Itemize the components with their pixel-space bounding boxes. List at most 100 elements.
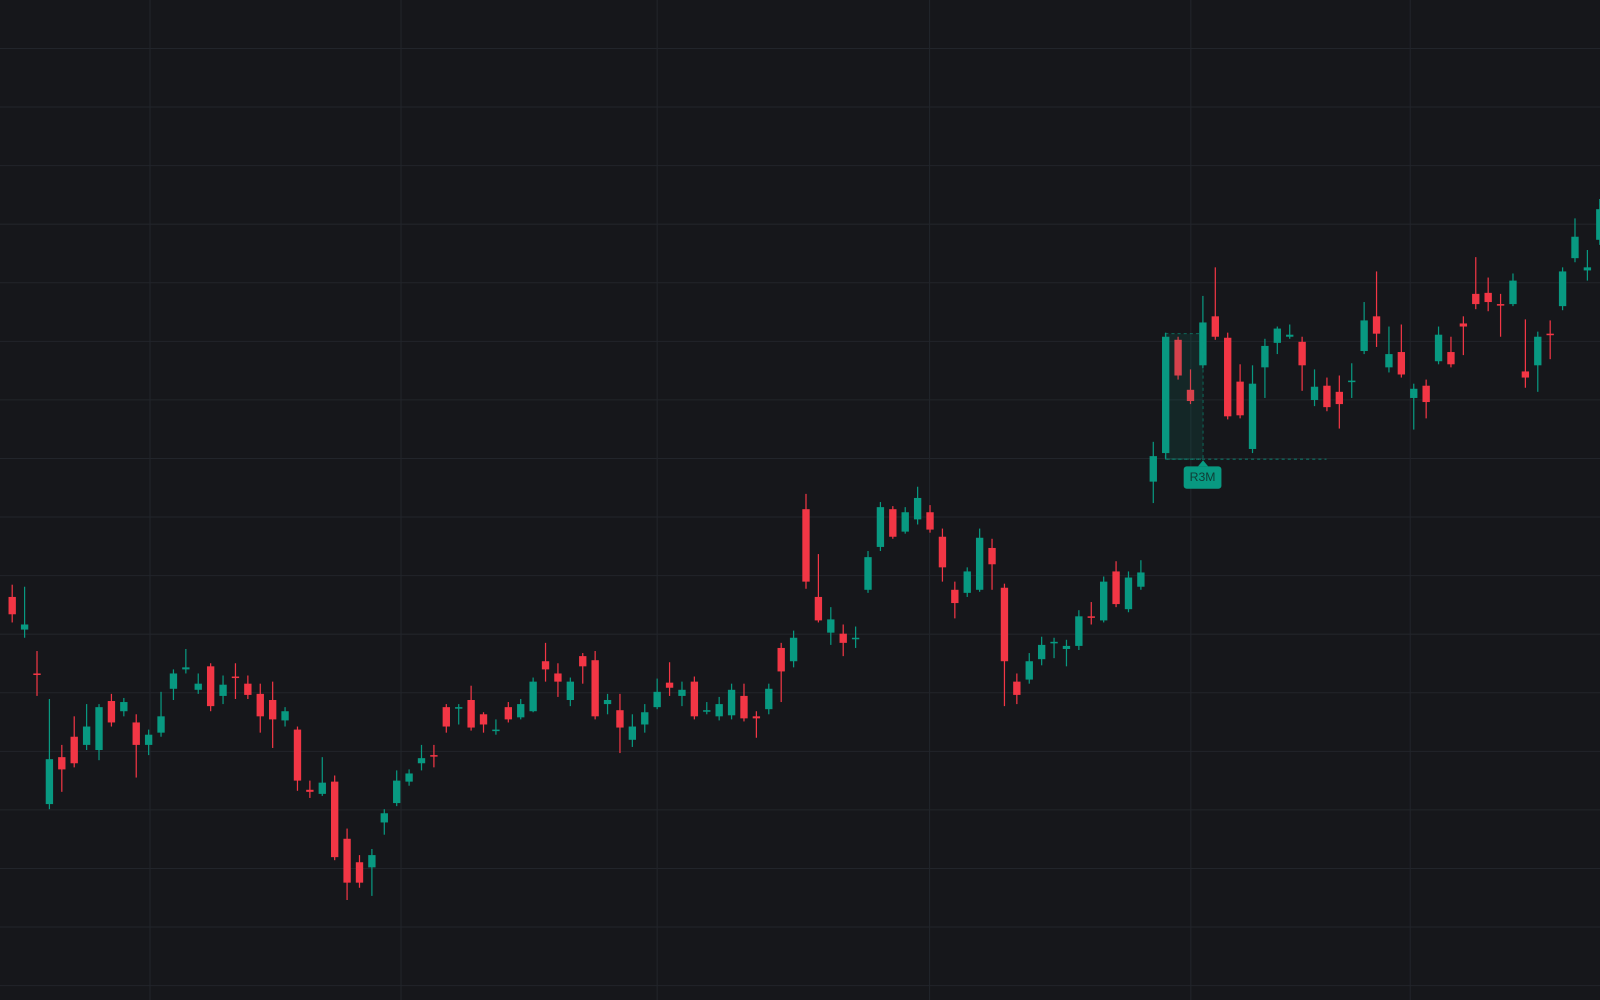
candle-body — [1360, 320, 1368, 352]
candle-body — [926, 512, 934, 530]
candle-body — [1137, 572, 1145, 587]
candles — [8, 198, 1600, 900]
candle-body — [393, 780, 401, 804]
candle-body — [455, 707, 463, 709]
candle-body — [938, 536, 947, 568]
candle-body — [1558, 271, 1567, 307]
candle-body — [1124, 577, 1133, 610]
candle-body — [1248, 383, 1257, 449]
candle-body — [107, 701, 116, 723]
candle-body — [913, 497, 922, 520]
candle-body — [591, 660, 599, 717]
candle-body — [752, 716, 761, 719]
annotation[interactable]: R3M — [1164, 333, 1327, 489]
candle-body — [281, 711, 289, 721]
candle-body — [504, 707, 512, 720]
candle-body — [182, 667, 190, 670]
label-pointer — [1197, 460, 1209, 467]
candle-body — [851, 637, 860, 640]
candle-body — [814, 596, 823, 621]
candle-body — [765, 688, 773, 710]
candle-body — [355, 862, 364, 883]
candle-body — [864, 557, 872, 590]
candle-body — [975, 537, 984, 590]
candle-body — [1236, 381, 1244, 416]
candle-body — [1298, 341, 1306, 366]
candle-body — [727, 689, 736, 716]
candle-body — [318, 782, 326, 794]
candle-body — [1447, 352, 1455, 365]
candle-body — [70, 736, 78, 764]
candle-body — [579, 656, 587, 667]
candle-body — [1372, 316, 1381, 334]
candle-body — [789, 637, 798, 662]
candle-body — [33, 673, 41, 675]
candle-body — [1335, 391, 1344, 405]
candle-body — [1174, 339, 1182, 376]
candle-body — [603, 700, 612, 705]
candle-body — [1459, 323, 1468, 327]
candle-body — [541, 661, 550, 670]
candle-body — [690, 681, 699, 717]
candle-body — [1050, 641, 1058, 644]
candle-body — [951, 589, 959, 604]
candle-body — [144, 734, 153, 745]
candle-body — [1496, 304, 1505, 306]
candle-body — [665, 682, 674, 688]
candle-body — [1224, 337, 1232, 417]
candle-body — [368, 855, 376, 868]
candle-body — [678, 689, 686, 696]
candle-body — [529, 681, 537, 712]
candle-body — [740, 695, 748, 719]
candle-body — [1087, 616, 1095, 618]
candle-body — [442, 707, 450, 727]
candle-body — [256, 693, 264, 717]
candle-body — [1546, 333, 1554, 336]
candle-body — [566, 681, 575, 700]
candle-body — [715, 704, 723, 717]
candle-body — [268, 700, 277, 720]
candle-body — [219, 684, 227, 696]
candle-body — [1112, 571, 1120, 605]
candle-body — [169, 673, 178, 689]
candle-body — [45, 759, 54, 805]
candle-body — [827, 619, 835, 633]
candle-body — [157, 716, 165, 733]
candle-body — [82, 726, 91, 745]
candle-body — [244, 683, 252, 695]
candle-body — [1286, 334, 1294, 337]
candle-body — [628, 726, 637, 740]
candle-body — [206, 666, 215, 707]
candle-body — [889, 509, 897, 537]
candle-body — [1509, 280, 1517, 305]
candle-body — [194, 683, 202, 690]
label-box[interactable] — [1183, 466, 1222, 489]
candle-body — [479, 714, 488, 725]
candle-body — [1422, 385, 1430, 403]
candle-body — [1211, 316, 1219, 337]
candle-body — [1273, 328, 1281, 343]
candle-body — [777, 647, 785, 672]
candle-body — [839, 633, 847, 643]
candle-body — [901, 512, 909, 532]
candle-body — [802, 509, 810, 582]
candle-body — [343, 838, 351, 883]
candle-body — [331, 781, 339, 858]
candle-body — [417, 758, 426, 764]
candle-body — [653, 691, 661, 708]
candle-body — [95, 707, 103, 750]
candle-body — [405, 773, 413, 782]
candle-body — [1075, 616, 1083, 646]
candle-body — [293, 729, 302, 781]
candle-body — [58, 757, 66, 770]
candle-body — [1521, 371, 1530, 378]
candle-body — [1348, 380, 1356, 383]
candle-body — [430, 755, 438, 757]
candle-body — [306, 789, 314, 792]
candle-body — [1323, 385, 1331, 408]
candle-body — [963, 571, 971, 593]
candle-body — [876, 507, 885, 547]
candle-body — [1037, 644, 1046, 660]
candle-body — [1149, 456, 1157, 482]
candle-body — [703, 710, 711, 712]
